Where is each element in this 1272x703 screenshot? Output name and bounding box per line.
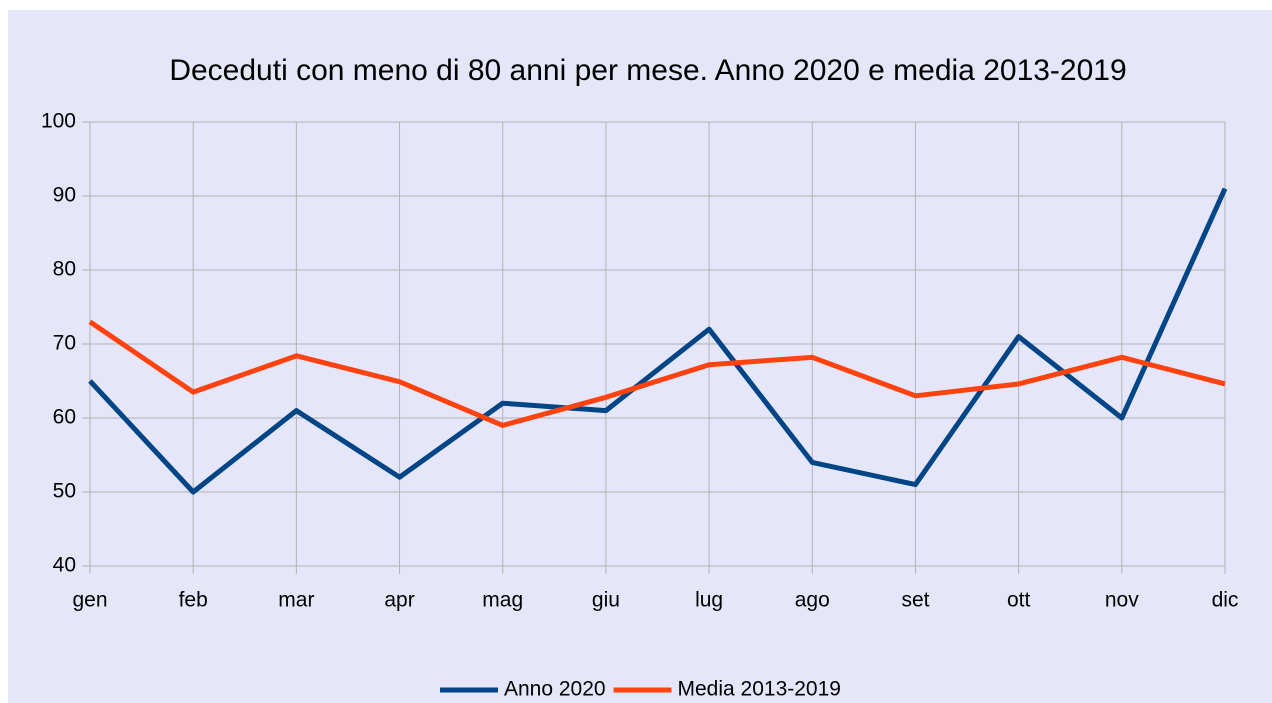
x-tick-label: dic <box>1212 589 1239 612</box>
legend-label: Anno 2020 <box>504 678 606 701</box>
line-series <box>88 319 1226 428</box>
y-tick-label: 90 <box>53 184 76 207</box>
chart-background <box>8 10 1272 703</box>
chart-title: Deceduti con meno di 80 anni per mese. A… <box>169 54 1126 87</box>
y-tick-label: 70 <box>53 332 76 355</box>
x-tick-label: mag <box>482 589 523 612</box>
x-tick-label: gen <box>72 589 107 612</box>
y-tick-label: 100 <box>41 110 76 133</box>
line-series <box>88 187 1228 495</box>
x-tick-label: ott <box>1007 589 1031 612</box>
x-tick-label: giu <box>592 589 620 612</box>
x-tick-label: lug <box>695 589 723 612</box>
y-tick-label: 50 <box>53 480 76 503</box>
x-tick-label: ago <box>795 589 830 612</box>
x-tick-label: feb <box>179 589 208 612</box>
x-tick-label: nov <box>1105 589 1139 612</box>
y-tick-label: 80 <box>53 258 76 281</box>
x-tick-label: apr <box>384 589 414 612</box>
legend-label: Media 2013-2019 <box>678 678 841 701</box>
x-tick-label: mar <box>278 589 314 612</box>
y-tick-label: 40 <box>53 554 76 577</box>
y-tick-label: 60 <box>53 406 76 429</box>
x-tick-label: set <box>901 589 929 612</box>
